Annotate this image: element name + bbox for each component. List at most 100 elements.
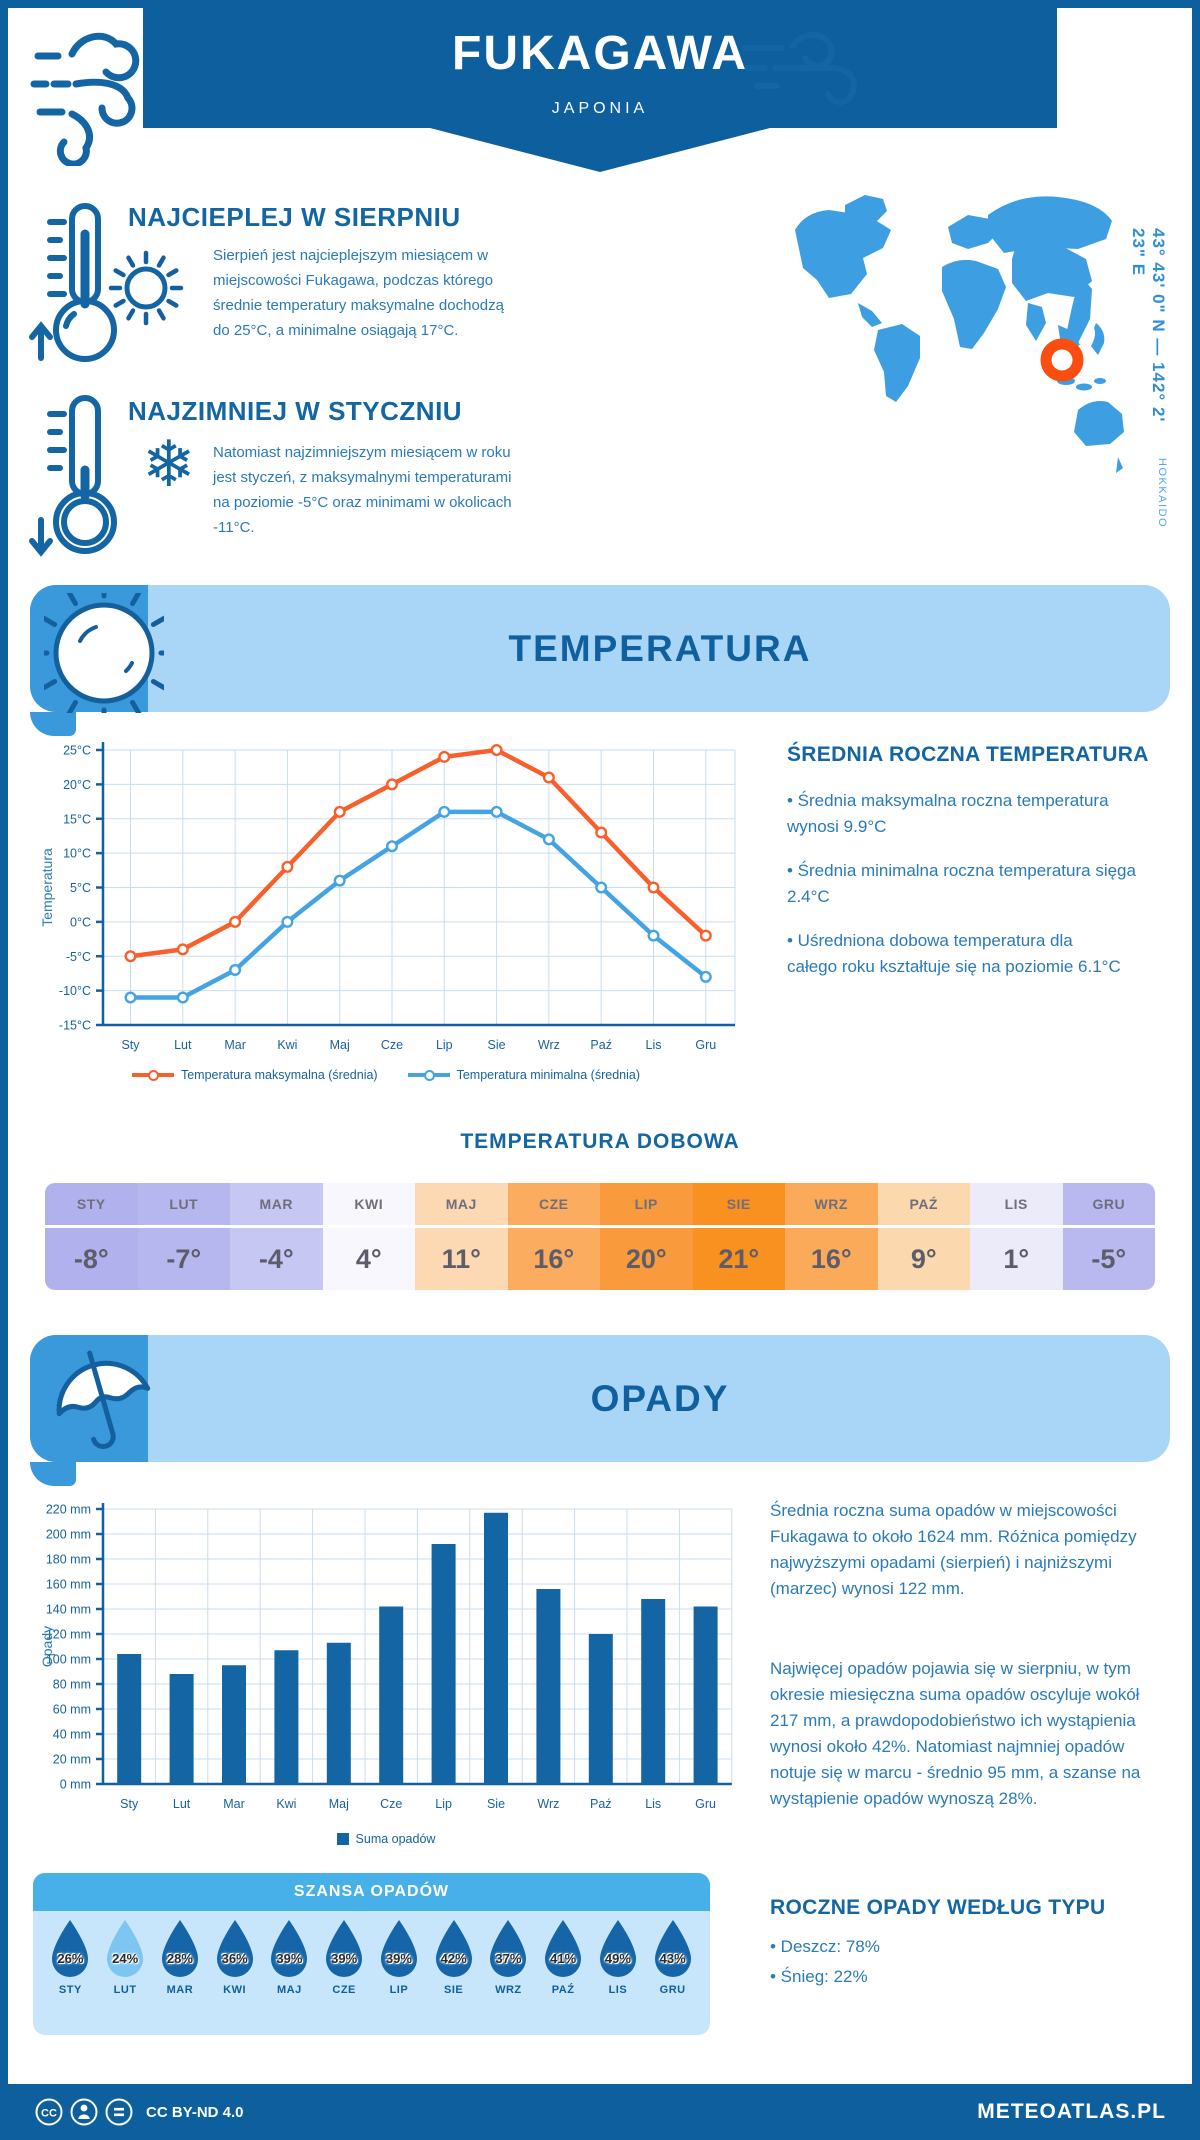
data-point [333,805,346,818]
daily-temp-cell: SIE 21° [692,1183,785,1290]
page-title: FUKAGAWA [452,27,748,80]
coldest-text: Natomiast najzimniejszym miesiącem w rok… [213,444,512,536]
temperature-value: -7° [137,1228,230,1290]
temperature-line-chart: 25°C 20°C 15°C 10°C 5°C 0°C -5°C -10°C -15°C Sty L… [39,742,736,1052]
daily-temp-cell: MAR -4° [230,1183,323,1290]
sun-ray [156,308,166,321]
daily-temp-table: STY -8° LUT -7° MAR -4° KWI 4° MAJ 11° CZE 16° LIP 20… [45,1183,1155,1290]
precip-type-bullet: • Deszcz: 78% [770,1937,880,1956]
bar [169,1674,194,1784]
month-label: WRZ [785,1183,878,1225]
temperature-value: 9° [877,1228,970,1290]
bar [379,1606,404,1784]
precipitation-paragraph: Średnia roczna suma opadów w miejscowośc… [770,1501,1137,1598]
rain-chance-item: 24% LUT [98,1919,153,1996]
x-tick-label: Maj [329,1797,349,1811]
precipitation-banner-tail [30,1462,76,1486]
daily-temp-cell: WRZ 16° [785,1183,878,1290]
precipitation-bar-chart: 220 mm 200 mm 180 mm 160 mm 140 mm 120 mm 100 … [39,1503,733,1811]
month-label: GRU [659,1984,686,1996]
x-tick-label: Cze [380,1797,402,1811]
thermometer-down-icon [29,395,117,557]
data-point [438,750,451,763]
raindrop-icon [654,1920,691,1977]
data-point [333,874,346,887]
precip-type-title: ROCZNE OPADY WEDŁUG TYPU [770,1896,1106,1919]
y-tick-label: 100 mm [46,1653,91,1667]
rain-chance-item: 39% LIP [372,1919,427,1996]
precipitation-section-title: OPADY [590,1378,730,1419]
region-label: HOKKAIDO [1156,457,1168,528]
y-tick-label: 0 mm [60,1778,91,1792]
svg-text:CC: CC [41,2108,57,2120]
month-label: KWI [223,1984,247,1996]
rain-chance-item: 26% STY [43,1919,98,1996]
x-tick-label: Sty [121,1038,140,1052]
month-label: CZE [332,1984,356,1996]
month-label: KWI [322,1183,415,1225]
daily-temp-cell: CZE 16° [507,1183,600,1290]
rain-chance-item: 39% MAJ [262,1919,317,1996]
annual-temp-title: ŚREDNIA ROCZNA TEMPERATURA [787,743,1149,766]
daily-temp-cell: LIP 20° [600,1183,693,1290]
x-tick-label: Lis [645,1797,661,1811]
data-point [176,991,189,1004]
footer: CC CC BY-ND 4.0 METEOATLAS.PL [0,2084,1200,2140]
y-tick-label: 40 mm [53,1728,91,1742]
world-map [795,195,1124,473]
rain-chance-item: 43% GRU [645,1919,700,1996]
x-tick-label: Mar [223,1797,245,1811]
month-label: WRZ [495,1984,522,1996]
temperature-section-title: TEMPERATURA [508,628,812,669]
daily-temp-cell: LUT -7° [137,1183,230,1290]
rain-chance-value: 39% [276,1951,303,1966]
data-point [542,833,555,846]
x-tick-label: Sty [120,1797,139,1811]
data-point [386,840,399,853]
series-line [130,747,708,959]
y-tick-label: 20°C [63,778,91,792]
x-tick-label: Maj [330,1038,350,1052]
month-label: CZE [507,1183,600,1225]
rain-chance-value: 36% [221,1951,248,1966]
sun-ray [130,699,142,713]
sun-ray [126,255,136,268]
month-label: STY [58,1984,82,1996]
data-point [542,771,555,784]
daily-temp-cell: MAJ 11° [415,1183,508,1290]
y-tick-label: -10°C [59,984,91,998]
sun-ray [113,268,126,278]
x-tick-label: Cze [381,1038,403,1052]
rain-chance-value: 39% [385,1951,412,1966]
rain-chance-item: 36% KWI [207,1919,262,1996]
rain-chance-value: 42% [440,1951,467,1966]
temperature-value: 20° [600,1228,693,1290]
y-tick-label: 20 mm [53,1753,91,1767]
raindrop-icon [435,1920,472,1977]
legend-item: Temperatura maksymalna (średnia) [131,1068,378,1082]
data-point [595,826,608,839]
y-axis-title: Opady [39,1626,55,1667]
bar [117,1654,142,1784]
x-tick-label: Gru [695,1797,716,1811]
rain-chance-item: 49% LIS [591,1919,646,1996]
sun-ray [150,679,164,691]
rain-chance-item: 28% MAR [153,1919,208,1996]
raindrop-icon [490,1920,527,1977]
sun-icon [108,250,184,326]
sun-ray [66,699,78,713]
raindrop-icon [380,1920,417,1977]
coordinates-block: 43° 43' 0" N — 142° 2' 23" E HOKKAIDO [1128,228,1168,528]
daily-temp-cell: PAŹ 9° [877,1183,970,1290]
bar [222,1665,246,1784]
y-tick-label: 80 mm [53,1678,91,1692]
month-label: SIE [444,1984,464,1996]
sun-ray [44,615,58,627]
month-label: LIS [970,1183,1063,1225]
daily-temp-cell: STY -8° [45,1183,138,1290]
precipitation-banner [30,1335,1170,1462]
wind-icon [30,32,140,166]
month-label: GRU [1062,1183,1155,1225]
bar [536,1589,561,1784]
daily-temp-cell: GRU -5° [1062,1183,1155,1290]
